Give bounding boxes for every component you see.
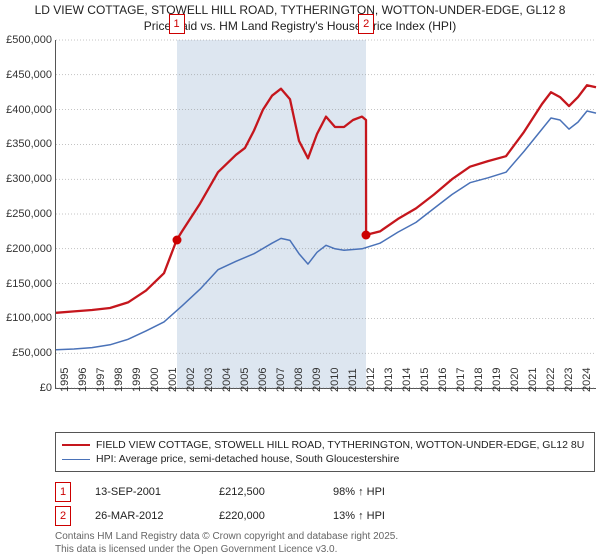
plot-area: 12	[55, 40, 596, 389]
legend: FIELD VIEW COTTAGE, STOWELL HILL ROAD, T…	[55, 432, 595, 472]
x-axis-label: 1998	[113, 368, 125, 392]
legend-item: FIELD VIEW COTTAGE, STOWELL HILL ROAD, T…	[62, 439, 588, 451]
transaction-price: £212,500	[219, 486, 309, 498]
sale-marker-label: 1	[169, 14, 185, 34]
y-axis-label: £50,000	[0, 347, 52, 359]
transaction-row: 1 13-SEP-2001 £212,500 98% ↑ HPI	[55, 482, 385, 502]
transaction-delta: 13% ↑ HPI	[333, 510, 385, 522]
hpi-line	[56, 111, 596, 350]
x-axis-label: 1999	[131, 368, 143, 392]
y-axis-label: £350,000	[0, 138, 52, 150]
x-axis-label: 2009	[311, 368, 323, 392]
x-axis-label: 2005	[239, 368, 251, 392]
transaction-delta: 98% ↑ HPI	[333, 486, 385, 498]
y-axis-label: £300,000	[0, 173, 52, 185]
x-axis-label: 2003	[203, 368, 215, 392]
x-axis-label: 1996	[77, 368, 89, 392]
transactions: 1 13-SEP-2001 £212,500 98% ↑ HPI 2 26-MA…	[55, 478, 385, 530]
x-axis-label: 2018	[473, 368, 485, 392]
x-axis-label: 2007	[275, 368, 287, 392]
y-axis-label: £150,000	[0, 278, 52, 290]
y-axis-label: £0	[0, 382, 52, 394]
x-axis-label: 2010	[329, 368, 341, 392]
x-axis-label: 2015	[419, 368, 431, 392]
y-axis-label: £200,000	[0, 243, 52, 255]
transaction-row: 2 26-MAR-2012 £220,000 13% ↑ HPI	[55, 506, 385, 526]
x-axis-label: 2020	[509, 368, 521, 392]
y-axis-label: £500,000	[0, 34, 52, 46]
x-axis-label: 2013	[383, 368, 395, 392]
x-axis-label: 2000	[149, 368, 161, 392]
x-axis-label: 2023	[563, 368, 575, 392]
x-axis-label: 2022	[545, 368, 557, 392]
x-axis-label: 2024	[581, 368, 593, 392]
x-axis-label: 2012	[365, 368, 377, 392]
legend-label: FIELD VIEW COTTAGE, STOWELL HILL ROAD, T…	[96, 439, 584, 451]
transaction-date: 26-MAR-2012	[95, 510, 195, 522]
chart-title: LD VIEW COTTAGE, STOWELL HILL ROAD, TYTH…	[0, 0, 600, 34]
x-axis-label: 2021	[527, 368, 539, 392]
chart-container: { "title_l1": "LD VIEW COTTAGE, STOWELL …	[0, 0, 600, 560]
transaction-price: £220,000	[219, 510, 309, 522]
x-axis-label: 2008	[293, 368, 305, 392]
sale-marker-label: 2	[358, 14, 374, 34]
x-axis-label: 2014	[401, 368, 413, 392]
sale-marker-dot	[172, 236, 181, 245]
transaction-date: 13-SEP-2001	[95, 486, 195, 498]
x-axis-label: 2002	[185, 368, 197, 392]
x-axis-label: 2004	[221, 368, 233, 392]
x-axis-label: 2017	[455, 368, 467, 392]
y-axis-label: £250,000	[0, 208, 52, 220]
x-axis-label: 1995	[59, 368, 71, 392]
y-axis-label: £100,000	[0, 312, 52, 324]
transaction-index: 1	[55, 482, 71, 502]
transaction-index: 2	[55, 506, 71, 526]
x-axis-label: 2001	[167, 368, 179, 392]
x-axis-label: 2006	[257, 368, 269, 392]
legend-item: HPI: Average price, semi-detached house,…	[62, 453, 588, 465]
price-line	[56, 85, 596, 313]
x-axis-label: 1997	[95, 368, 107, 392]
x-axis-label: 2016	[437, 368, 449, 392]
sale-marker-dot	[362, 230, 371, 239]
x-axis-label: 2019	[491, 368, 503, 392]
chart-svg	[56, 40, 596, 388]
y-axis-label: £400,000	[0, 104, 52, 116]
attribution: Contains HM Land Registry data © Crown c…	[55, 530, 398, 556]
legend-label: HPI: Average price, semi-detached house,…	[96, 453, 399, 465]
x-axis-label: 2011	[347, 368, 359, 392]
y-axis-label: £450,000	[0, 69, 52, 81]
